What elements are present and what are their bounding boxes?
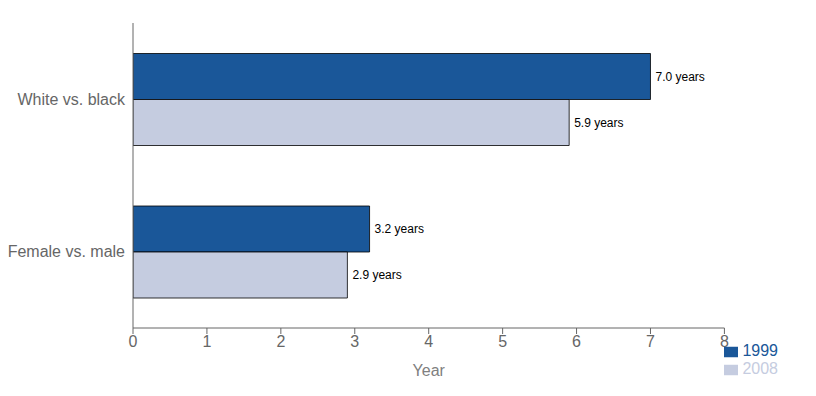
svg-text:Female vs. male: Female vs. male <box>8 243 125 260</box>
svg-text:3: 3 <box>350 333 359 350</box>
svg-text:2.9 years: 2.9 years <box>352 268 401 282</box>
svg-text:0: 0 <box>129 333 138 350</box>
svg-text:1: 1 <box>202 333 211 350</box>
svg-text:7: 7 <box>646 333 655 350</box>
svg-text:5: 5 <box>498 333 507 350</box>
html-text:2008: 2008 <box>742 360 778 377</box>
svg-text:7.0 years: 7.0 years <box>655 70 704 84</box>
svg-text:4: 4 <box>424 333 433 350</box>
svg-text:2: 2 <box>276 333 285 350</box>
svg-text:8: 8 <box>720 333 729 350</box>
html-text:1999: 1999 <box>742 342 778 359</box>
svg-text:Year: Year <box>413 362 446 379</box>
svg-text:White vs. black: White vs. black <box>17 91 126 108</box>
svg-text:5.9 years: 5.9 years <box>574 116 623 130</box>
svg-text:6: 6 <box>572 333 581 350</box>
svg-text:3.2 years: 3.2 years <box>375 222 424 236</box>
